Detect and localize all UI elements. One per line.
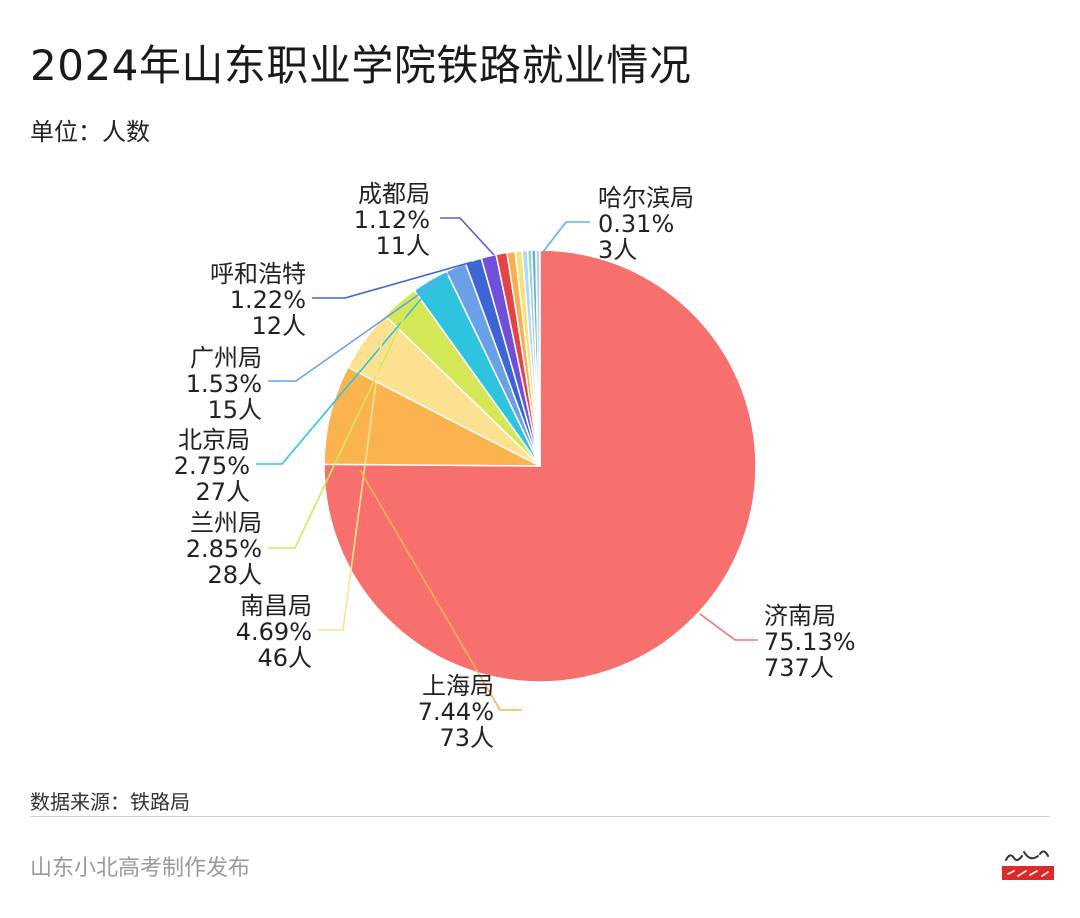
callout-name-nanchang: 南昌局 — [240, 592, 312, 620]
callout-line-shanghai — [359, 469, 522, 711]
callout-name-lanzhou: 兰州局 — [190, 509, 262, 537]
callout-name-huhehaote: 呼和浩特 — [210, 260, 306, 288]
callout-line-chengdu — [440, 217, 495, 256]
pie-slice-14 — [535, 249, 541, 467]
callout-name-beijing: 北京局 — [178, 426, 250, 454]
callout-line-jinan — [699, 613, 758, 641]
brand-logo-icon — [1002, 850, 1054, 880]
callout-percent-jinan: 75.13% — [764, 628, 856, 656]
callout-line-nanchang — [318, 337, 383, 631]
footer-divider — [30, 816, 1050, 817]
callout-percent-lanzhou: 2.85% — [186, 535, 262, 563]
callout-percent-shanghai: 7.44% — [418, 698, 494, 726]
callout-name-shanghai: 上海局 — [422, 672, 494, 700]
pie-callouts: 成都局 1.12% 11人 哈尔滨局 0.31% 3人 呼和浩特 1.22% 1… — [174, 180, 856, 752]
pie-slice-1 — [323, 366, 541, 467]
callout-count-beijing: 27人 — [195, 478, 250, 506]
callout-count-chengdu: 11人 — [375, 232, 430, 260]
callout-count-shanghai: 73人 — [439, 724, 494, 752]
callout-count-guangzhou: 15人 — [207, 396, 262, 424]
callout-count-lanzhou: 28人 — [207, 561, 262, 589]
data-source: 数据来源：铁路局 — [30, 790, 190, 814]
publisher-credit: 山东小北高考制作发布 — [30, 856, 251, 881]
callout-percent-beijing: 2.75% — [174, 452, 250, 480]
callout-line-beijing — [256, 285, 433, 465]
callout-line-lanzhou — [268, 304, 411, 549]
unit-label: 单位：人数 — [30, 118, 150, 146]
callout-name-harbin: 哈尔滨局 — [598, 184, 694, 212]
callout-percent-huhehaote: 1.22% — [230, 286, 306, 314]
pie-slices — [323, 249, 757, 683]
callout-percent-harbin: 0.31% — [598, 210, 674, 238]
callout-count-huhehaote: 12人 — [251, 312, 306, 340]
callout-percent-nanchang: 4.69% — [236, 618, 312, 646]
chart-title: 2024年山东职业学院铁路就业情况 — [30, 41, 692, 90]
callout-name-guangzhou: 广州局 — [190, 344, 262, 372]
callout-count-jinan: 737人 — [764, 654, 834, 682]
callout-line-harbin — [542, 221, 590, 253]
callout-name-jinan: 济南局 — [764, 602, 836, 630]
callout-percent-chengdu: 1.12% — [354, 206, 430, 234]
pie-chart: 成都局 1.12% 11人 哈尔滨局 0.31% 3人 呼和浩特 1.22% 1… — [174, 180, 856, 752]
callout-count-nanchang: 46人 — [257, 644, 312, 672]
callout-line-huhehaote — [312, 261, 473, 299]
callout-name-chengdu: 成都局 — [358, 180, 430, 208]
callout-line-guangzhou — [268, 268, 456, 382]
callout-count-harbin: 3人 — [598, 236, 637, 264]
callout-percent-guangzhou: 1.53% — [186, 370, 262, 398]
